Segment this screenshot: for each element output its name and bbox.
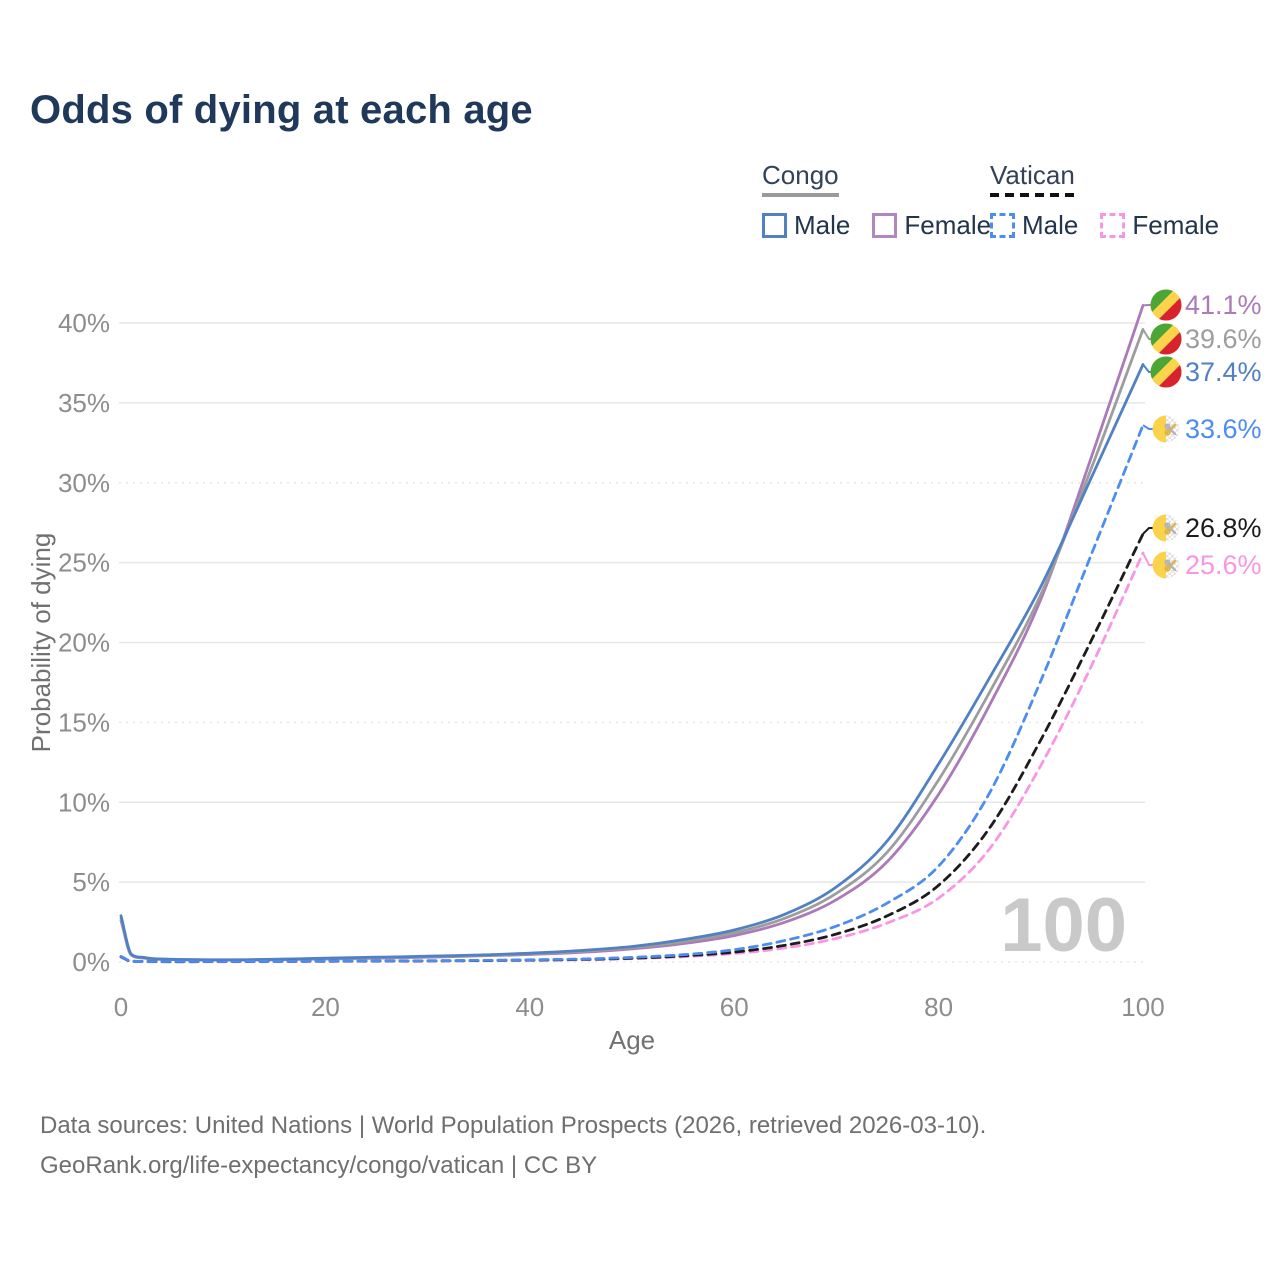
legend-item-label: Male — [794, 210, 851, 240]
x-tick-label: 60 — [720, 992, 749, 1022]
label-connector — [1142, 424, 1153, 430]
vatican-flag-icon — [1152, 415, 1180, 443]
x-tick-label: 100 — [1121, 992, 1164, 1022]
end-value-label-congo-male: 37.4% — [1185, 357, 1262, 387]
label-connector — [1142, 527, 1153, 535]
footer-attribution: GeoRank.org/life-expectancy/congo/vatica… — [40, 1152, 598, 1179]
legend-item-vatican-male[interactable]: Male — [990, 210, 1078, 241]
series-line-vatican-all[interactable] — [119, 532, 1145, 964]
legend-item-label: Male — [1022, 210, 1079, 240]
y-axis-title: Probability of dying — [26, 533, 56, 753]
congo-flag-icon — [1150, 289, 1182, 321]
x-tick-label: 80 — [924, 992, 953, 1022]
footer-data-sources: Data sources: United Nations | World Pop… — [40, 1112, 987, 1139]
age-watermark: 100 — [1000, 883, 1127, 968]
y-tick-label: 15% — [58, 707, 110, 737]
end-value-label-congo-all: 39.6% — [1185, 324, 1262, 354]
end-value-label-vatican-all: 26.8% — [1185, 513, 1262, 543]
y-tick-label: 30% — [58, 468, 110, 498]
series-lines — [119, 304, 1145, 964]
end-value-label-congo-female: 41.1% — [1185, 290, 1262, 320]
legend-group-vatican: Vatican Male Female — [990, 160, 1219, 241]
x-tick-label: 0 — [114, 992, 128, 1022]
legend-linestyle-sample-dashed — [990, 193, 1075, 197]
legend-group-label: Congo — [762, 160, 839, 203]
end-value-label-vatican-female: 25.6% — [1185, 550, 1262, 580]
legend-swatch-icon — [1100, 213, 1126, 238]
legend-swatch-icon — [762, 213, 787, 238]
x-tick-label: 20 — [311, 992, 340, 1022]
y-tick-label: 35% — [58, 388, 110, 418]
y-tick-label: 20% — [58, 628, 110, 658]
congo-flag-icon — [1150, 323, 1182, 355]
series-line-congo-male[interactable] — [119, 363, 1145, 962]
legend-swatch-icon — [990, 213, 1015, 238]
gridlines — [119, 322, 1145, 963]
y-tick-label: 25% — [58, 548, 110, 578]
x-tick-label: 40 — [515, 992, 544, 1022]
y-tick-label: 0% — [72, 947, 110, 977]
series-end-labels: 41.1% 39.6%37.4% 25.6% 26.8% 33.6% — [1142, 289, 1262, 580]
series-line-vatican-female[interactable] — [119, 551, 1145, 964]
y-tick-label: 40% — [58, 308, 110, 338]
y-tick-label: 10% — [58, 787, 110, 817]
page-title: Odds of dying at each age — [30, 88, 533, 132]
line-chart: 0% 5% 10% 15% 20% 25% 30% 35% 40% 0 20 40 60 80 100 Age… — [26, 289, 1262, 1055]
label-connector — [1142, 552, 1153, 566]
legend-item-label: Female — [904, 210, 992, 240]
legend-swatch-icon — [872, 213, 898, 238]
legend-group-label: Vatican — [990, 160, 1075, 203]
legend-group-congo: Congo Male Female — [762, 160, 991, 241]
series-line-congo-all[interactable] — [119, 328, 1145, 962]
x-axis-title: Age — [609, 1025, 655, 1055]
legend-item-vatican-female[interactable]: Female — [1100, 210, 1219, 241]
legend-item-congo-male[interactable]: Male — [762, 210, 850, 241]
congo-flag-icon — [1150, 356, 1182, 388]
end-value-label-vatican-male: 33.6% — [1185, 414, 1262, 444]
vatican-flag-icon — [1152, 514, 1180, 542]
legend-item-label: Female — [1132, 210, 1220, 240]
vatican-flag-icon — [1152, 551, 1180, 579]
y-tick-label: 5% — [72, 867, 110, 897]
legend-linestyle-sample-solid — [762, 193, 839, 197]
legend-item-congo-female[interactable]: Female — [872, 210, 991, 241]
legend: Congo Male Female Vatican Male Female — [0, 160, 1280, 250]
series-line-vatican-male[interactable] — [119, 423, 1145, 963]
footer: Data sources: United Nations | World Pop… — [40, 1106, 986, 1186]
